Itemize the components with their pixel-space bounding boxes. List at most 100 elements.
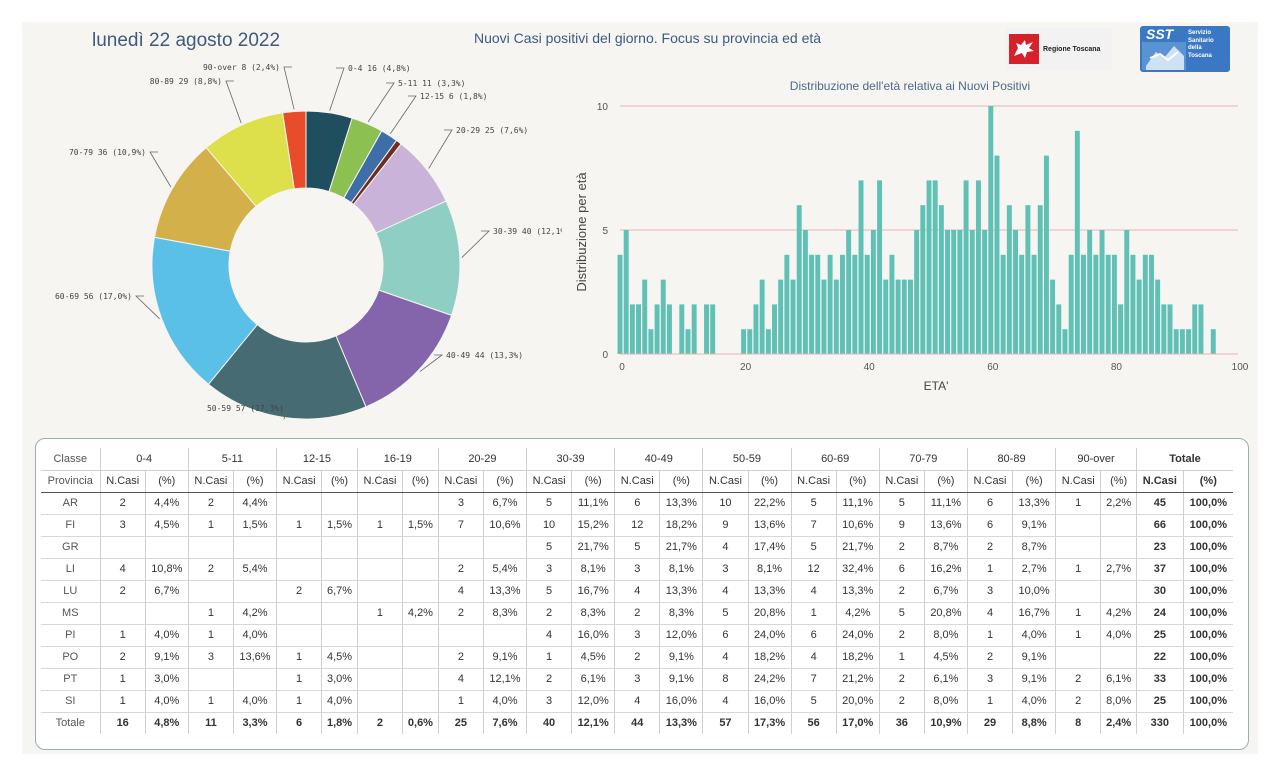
y-tick-label: 10 <box>597 102 609 113</box>
count-cell: 2 <box>879 624 925 647</box>
age-bar <box>1167 304 1173 354</box>
count-cell: 1 <box>188 514 234 537</box>
total-pct-cell: 100,0% <box>1183 558 1233 581</box>
count-cell: 1 <box>967 690 1014 713</box>
count-subheader: N.Casi <box>100 470 146 493</box>
pct-cell: 20,0% <box>836 690 880 713</box>
count-cell: 3 <box>526 690 573 713</box>
pct-cell: 8,1% <box>571 558 616 581</box>
age-bar <box>778 279 784 354</box>
class-header-label: Classe <box>41 448 101 471</box>
count-cell: 1 <box>188 690 234 713</box>
donut-label: 50-59 57 (17,3%) <box>207 404 284 413</box>
age-bar <box>982 230 988 354</box>
age-bar <box>926 180 932 354</box>
count-cell: 29 <box>967 711 1014 734</box>
province-age-table-frame: Classe 0-4 5-11 12-15 16-19 20-29 30-39 40-49 50… <box>35 438 1249 750</box>
x-axis-label: ETA' <box>924 379 949 393</box>
count-cell <box>1055 514 1102 537</box>
sst-short-label: SST <box>1146 26 1174 42</box>
pct-cell: 6,7% <box>145 580 189 603</box>
age-bar <box>1179 329 1185 354</box>
age-bar <box>846 230 852 354</box>
count-subheader: N.Casi <box>967 470 1014 493</box>
count-cell: 7 <box>791 668 837 691</box>
age-bar <box>932 180 938 354</box>
pct-cell: 21,2% <box>836 668 880 691</box>
count-cell: 4 <box>614 580 661 603</box>
pct-cell: 2,2% <box>1100 492 1138 515</box>
count-cell <box>438 536 484 559</box>
count-cell <box>276 602 323 625</box>
pct-cell: 11,1% <box>571 492 616 515</box>
age-bar <box>975 180 981 354</box>
count-cell: 1 <box>526 646 573 669</box>
pct-cell: 10,6% <box>836 514 880 537</box>
pct-cell: 9,1% <box>1012 514 1057 537</box>
pct-cell: 3,0% <box>321 668 358 691</box>
count-cell: 8 <box>702 668 749 691</box>
donut-leader-line <box>149 151 172 188</box>
count-cell: 7 <box>438 514 484 537</box>
age-class-header: 30-39 <box>526 448 616 471</box>
age-bar <box>1006 205 1012 354</box>
pct-cell: 16,2% <box>924 558 968 581</box>
count-cell: 1 <box>438 690 484 713</box>
pct-cell: 4,4% <box>233 492 277 515</box>
count-cell: 4 <box>702 646 749 669</box>
count-cell <box>357 668 404 691</box>
age-bar <box>1074 130 1080 354</box>
donut-leader-line <box>367 82 395 123</box>
pct-cell: 1,8% <box>321 711 358 734</box>
age-bar <box>870 230 876 354</box>
pct-cell: 13,3% <box>1012 492 1057 515</box>
pct-cell: 11,1% <box>836 492 880 515</box>
count-cell: 6 <box>702 624 749 647</box>
count-cell: 12 <box>614 514 661 537</box>
count-subheader: N.Casi <box>357 470 404 493</box>
age-bar <box>765 329 771 354</box>
pct-cell: 13,3% <box>836 580 880 603</box>
pct-subheader: (%) <box>924 470 968 493</box>
pct-cell: 8,0% <box>1100 690 1138 713</box>
pct-cell: 15,2% <box>571 514 616 537</box>
province-cell: PT <box>41 668 101 691</box>
total-count-cell: 30 <box>1136 580 1184 603</box>
pct-cell: 6,7% <box>321 580 358 603</box>
pct-cell: 13,3% <box>659 580 704 603</box>
sst-emblem-icon <box>1142 42 1186 70</box>
count-subheader: N.Casi <box>1136 470 1184 493</box>
pct-cell <box>321 624 358 647</box>
total-count-cell: 33 <box>1136 668 1184 691</box>
age-bar <box>858 180 864 354</box>
x-tick-label: 20 <box>740 362 752 373</box>
count-cell: 6 <box>791 624 837 647</box>
age-bar <box>784 254 790 354</box>
count-cell: 2 <box>526 668 573 691</box>
age-bar <box>1068 254 1074 354</box>
pct-cell: 13,6% <box>748 514 792 537</box>
pct-cell: 2,4% <box>1100 711 1138 734</box>
count-cell: 6 <box>276 711 323 734</box>
province-cell: MS <box>41 602 101 625</box>
province-cell: FI <box>41 514 101 537</box>
age-bar <box>1142 254 1148 354</box>
age-class-header: 90-over <box>1055 448 1138 471</box>
age-bar <box>957 230 963 354</box>
pct-cell: 17,3% <box>748 711 792 734</box>
count-cell: 4 <box>438 580 484 603</box>
count-cell: 2 <box>188 558 234 581</box>
count-cell: 10 <box>702 492 749 515</box>
pct-cell: 18,2% <box>836 646 880 669</box>
pct-cell: 4,0% <box>483 690 527 713</box>
pct-cell: 13,6% <box>924 514 968 537</box>
total-pct-cell: 100,0% <box>1183 602 1233 625</box>
count-cell: 2 <box>879 668 925 691</box>
table-row: AR 2 4,4% 2 4,4% 3 6,7% 5 11,1% 6 13,3% 10 22,2% 5 11,… <box>41 492 1233 515</box>
total-pct-cell: 100,0% <box>1183 536 1233 559</box>
pct-cell: 12,1% <box>483 668 527 691</box>
pct-cell: 21,7% <box>659 536 704 559</box>
x-tick-label: 0 <box>619 362 625 373</box>
province-cell: Totale <box>41 711 101 734</box>
age-bar <box>1192 304 1198 354</box>
